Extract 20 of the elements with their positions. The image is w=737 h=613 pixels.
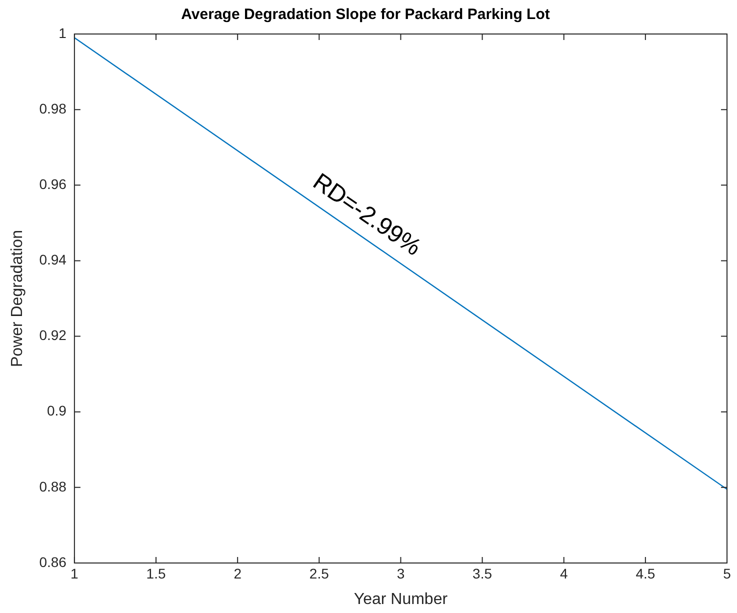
y-tick-label: 0.96 (39, 176, 67, 192)
x-axis-title: Year Number (354, 590, 448, 608)
chart-title: Average Degradation Slope for Packard Parking Lot (181, 6, 550, 24)
x-tick-label: 2 (234, 565, 242, 582)
y-tick-label: 0.9 (46, 402, 67, 419)
x-tick-label: 1.5 (146, 565, 166, 582)
x-tick-label: 5 (723, 565, 732, 582)
x-tick-label: 4.5 (636, 565, 656, 582)
y-axis-title: Power Degradation (9, 230, 26, 367)
y-tick-label: 0.94 (39, 252, 67, 268)
x-tick-label: 2.5 (309, 565, 330, 582)
x-tick-label: 3 (396, 565, 405, 582)
y-tick-label: 0.86 (39, 554, 67, 570)
y-tick-label: 0.98 (39, 100, 67, 116)
x-tick-label: 4 (560, 565, 568, 582)
y-tick-label: 0.92 (39, 327, 67, 344)
x-tick-label: 1 (70, 565, 79, 582)
x-tick-label: 3.5 (472, 565, 492, 582)
y-tick-label: 1 (58, 24, 67, 41)
y-tick-label: 0.88 (39, 478, 67, 494)
